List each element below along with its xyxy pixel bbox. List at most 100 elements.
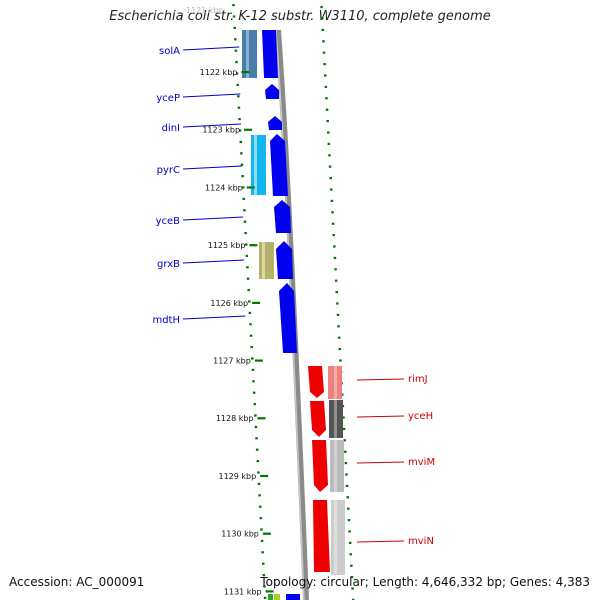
inner-ring-dash	[328, 154, 331, 157]
faded-top-tick: 1121 kbp	[186, 6, 224, 15]
reverse-gene-labels: rimJ yceH mviM mviN	[356, 374, 435, 547]
ruler-tick-label: 1123 kbp	[202, 126, 240, 135]
cog-box-yceH[interactable]	[329, 400, 343, 438]
outer-ring-dash	[248, 311, 252, 314]
cog-box-rimJ[interactable]	[328, 366, 342, 399]
outer-ring-dash	[234, 38, 237, 41]
leader-line-mdtH	[182, 315, 246, 320]
outer-ring-dash	[245, 254, 249, 257]
outer-ring-dash	[247, 289, 250, 292]
gene-label-mviM[interactable]: mviM	[408, 457, 435, 468]
outer-ring-dash	[232, 4, 235, 7]
topology-text: Topology: circular; Length: 4,646,332 bp…	[260, 575, 590, 589]
leader-line-pyrC	[182, 165, 242, 170]
outer-ring-dash	[233, 26, 236, 29]
outer-ring-dash	[252, 391, 256, 394]
ruler-tick	[254, 359, 263, 362]
outer-ring-dash	[237, 95, 240, 98]
forward-gene-labels: solA yceP dinI pyrC yceB grxB mdtH	[152, 46, 246, 326]
inner-ring-dash	[338, 348, 342, 351]
ruler-tick	[260, 474, 269, 478]
cds-solA[interactable]	[262, 30, 278, 78]
inner-ring-dash	[336, 313, 340, 316]
cds-partial-bottom-forward[interactable]	[286, 594, 300, 600]
inner-ring-dash	[331, 211, 334, 214]
outer-ring-dash	[261, 551, 264, 554]
cds-yceB[interactable]	[274, 200, 291, 233]
outer-ring-dash	[259, 517, 263, 520]
inner-ring-dash	[336, 302, 339, 305]
cog-box-solA[interactable]	[242, 30, 257, 78]
inner-ring-dash	[339, 359, 342, 362]
inner-ring-dash	[349, 553, 353, 556]
leader-line-rimJ	[356, 378, 405, 381]
reverse-cds-track	[308, 366, 330, 572]
inner-ring-dash	[322, 51, 326, 54]
partial-bottom-features	[268, 594, 280, 600]
leader-line-solA	[182, 46, 240, 51]
leader-line-mviM	[356, 461, 405, 464]
inner-ring-dash	[330, 188, 333, 191]
cds-yceP[interactable]	[265, 84, 279, 99]
gene-label-mdtH[interactable]: mdtH	[152, 315, 180, 326]
inner-ring-dash	[327, 131, 330, 134]
gene-label-yceP[interactable]: yceP	[156, 93, 180, 104]
outer-ring-dash	[240, 163, 244, 166]
cds-dinI[interactable]	[268, 116, 282, 130]
outer-ring-dash	[260, 528, 263, 531]
outer-ring-dash	[252, 380, 255, 383]
outer-ring-dash	[251, 368, 255, 371]
inner-ring-dash	[324, 85, 328, 88]
ruler-tick-label: 1127 kbp	[213, 357, 251, 366]
gene-label-dinI[interactable]: dinI	[162, 123, 180, 134]
cds-yceH[interactable]	[310, 401, 326, 437]
outer-ring-dash	[262, 574, 266, 577]
gene-label-mviN[interactable]: mviN	[408, 536, 434, 547]
ruler-tick	[241, 71, 250, 74]
cds-rimJ[interactable]	[308, 366, 324, 398]
inner-ring-dash	[351, 587, 354, 590]
cds-mviN[interactable]	[313, 500, 330, 572]
cds-grxB[interactable]	[276, 241, 293, 279]
gene-label-yceH[interactable]: yceH	[408, 411, 433, 422]
cds-mdtH[interactable]	[279, 283, 297, 353]
leader-line-yceH	[356, 415, 405, 418]
outer-ring-dash	[249, 323, 252, 326]
forward-cds-track	[262, 30, 300, 600]
ruler-tick-label: 1126 kbp	[210, 299, 248, 308]
gene-label-yceB[interactable]: yceB	[156, 216, 181, 227]
outer-ring-dash	[257, 471, 260, 474]
ruler-tick-label: 1124 kbp	[205, 183, 243, 192]
cog-box-grxB[interactable]	[259, 242, 274, 279]
gene-label-rimJ[interactable]: rimJ	[408, 374, 428, 385]
cds-mviM[interactable]	[312, 440, 328, 492]
inner-ring-dash	[342, 427, 346, 430]
gene-label-solA[interactable]: solA	[159, 46, 180, 57]
outer-ring-dash	[262, 562, 265, 565]
outer-ring-dash	[244, 243, 248, 246]
outer-ring-dash	[232, 15, 236, 18]
inner-ring-dash	[334, 268, 337, 271]
cog-box-pyrC[interactable]	[251, 135, 266, 195]
map-title: Escherichia coli str. K-12 substr. W3110…	[109, 9, 491, 24]
inner-ring-dash	[348, 530, 351, 533]
cog-box-mviM[interactable]	[330, 440, 344, 492]
outer-ring-dash	[241, 175, 244, 178]
outer-ring-dash	[237, 106, 241, 109]
cds-pyrC[interactable]	[270, 134, 288, 196]
ruler-tick-label: 1125 kbp	[208, 241, 246, 250]
ruler-tick	[249, 244, 258, 247]
gene-label-pyrC[interactable]: pyrC	[157, 165, 180, 176]
cog-box-mviN[interactable]	[331, 500, 345, 575]
gene-label-grxB[interactable]: grxB	[157, 259, 180, 270]
inner-ring-dash	[328, 165, 332, 168]
outer-ring-dash	[235, 72, 239, 75]
outer-ring-dash	[258, 505, 262, 508]
outer-ring-dash	[238, 118, 241, 121]
inner-ring-dash	[331, 222, 335, 225]
outer-ring-dash	[249, 334, 253, 337]
inner-ring-dash	[350, 564, 353, 567]
inner-ring-dash	[342, 416, 345, 419]
outer-ring-dash	[242, 197, 246, 200]
